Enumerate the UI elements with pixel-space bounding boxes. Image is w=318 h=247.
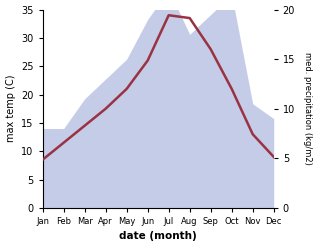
X-axis label: date (month): date (month) xyxy=(119,231,197,242)
Y-axis label: max temp (C): max temp (C) xyxy=(5,75,16,143)
Y-axis label: med. precipitation (kg/m2): med. precipitation (kg/m2) xyxy=(303,52,313,165)
